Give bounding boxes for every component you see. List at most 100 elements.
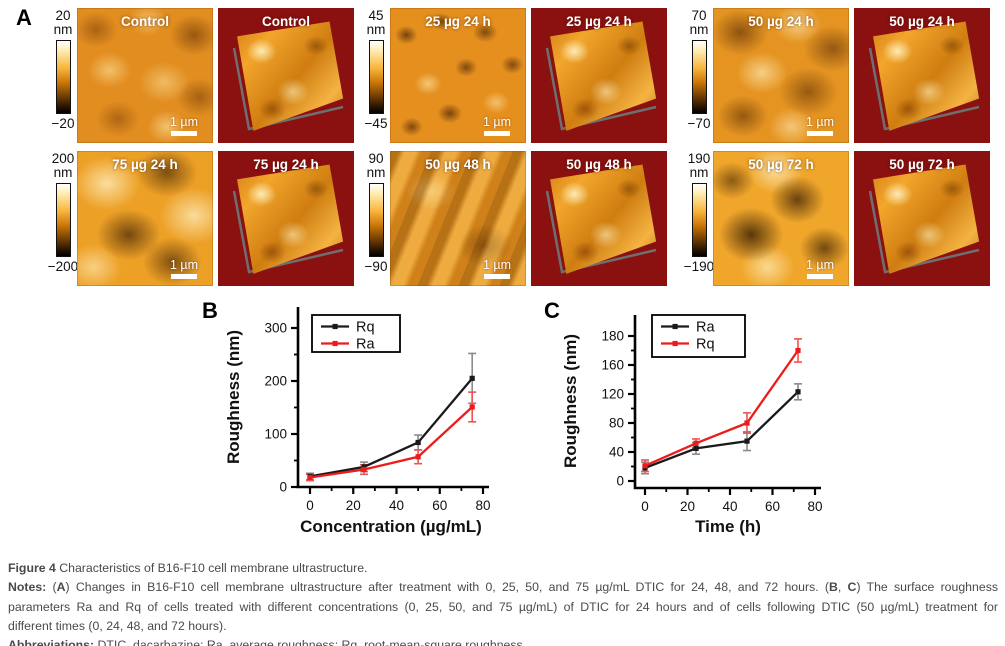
colorbar: 200 nm −200 [45, 151, 81, 274]
caption-bold-text: Notes: [8, 580, 53, 595]
colorbar-gradient [691, 40, 707, 114]
afm-image-label: 50 µg 48 h [566, 157, 632, 172]
afm-image-label: 50 µg 72 h [889, 157, 955, 172]
caption-text: different times (0, 24, 48, and 72 hours… [8, 618, 227, 633]
colorbar-unit: nm [689, 22, 709, 37]
colorbar-min-label: −70 [687, 116, 711, 131]
caption-line: Figure 4 Characteristics of B16-F10 cell… [8, 559, 998, 578]
data-point-Rq [361, 464, 367, 470]
legend-label-Ra: Ra [356, 337, 375, 353]
data-point-Ra [693, 445, 699, 451]
colorbar-gradient [55, 40, 71, 114]
afm-image-label: 50 µg 24 h [889, 14, 955, 29]
scalebar-label: 1 µm [482, 258, 511, 272]
afm-image-label: 75 µg 24 h [253, 157, 319, 172]
x-tick-label: 60 [432, 498, 447, 513]
scalebar [484, 131, 510, 136]
3d-frame [868, 190, 980, 274]
colorbar-gradient [55, 183, 71, 257]
data-point-Rq [469, 375, 475, 381]
scalebar-label: 1 µm [482, 115, 511, 129]
data-point-Ra [795, 389, 801, 395]
panel-c-letter: C [544, 298, 560, 323]
caption-bold-text: Abbreviations: [8, 638, 98, 646]
afm-image-label: 50 µg 72 h [748, 157, 814, 172]
colorbar-unit: nm [689, 165, 709, 180]
3d-frame [545, 190, 657, 274]
colorbar-max-label: 200 [51, 151, 75, 166]
scalebar [171, 131, 197, 136]
scalebar-label: 1 µm [169, 258, 198, 272]
colorbar-max-label: 70 [691, 8, 707, 23]
afm-image-label: 25 µg 24 h [566, 14, 632, 29]
caption-line: different times (0, 24, 48, and 72 hours… [8, 617, 998, 636]
y-tick-label: 120 [601, 387, 624, 402]
legend-label-Rq: Rq [696, 337, 715, 353]
afm-2d-image: 50 µg 72 h 1 µm [713, 151, 849, 286]
afm-3d-image: Control [218, 8, 354, 143]
colorbar-min-label: −20 [51, 116, 75, 131]
data-point-Ra [361, 466, 367, 473]
chart-C-svg: 0 20 40 60 80 0 40 80 120 160 180 Time (h) Roughness… [561, 314, 823, 536]
afm-2d-image: Control 1 µm [77, 8, 213, 143]
scalebar-label: 1 µm [805, 115, 834, 129]
y-tick-label: 160 [601, 358, 624, 373]
colorbar-max-label: 90 [368, 151, 384, 166]
x-tick-label: 60 [765, 499, 780, 514]
scalebar [807, 131, 833, 136]
afm-image-label: 50 µg 48 h [425, 157, 491, 172]
afm-3d-image: 25 µg 24 h [531, 8, 667, 143]
caption-text: parameters Ra and Rq of cells treated wi… [8, 599, 998, 614]
axes [633, 315, 821, 490]
data-point-Rq [795, 347, 801, 354]
x-tick-label: 80 [475, 498, 490, 513]
colorbar: 20 nm −20 [45, 8, 81, 131]
y-tick-label: 200 [264, 374, 287, 389]
colorbar-unit: nm [366, 22, 386, 37]
y-axis-title: Roughness (nm) [224, 330, 243, 464]
x-tick-label: 20 [680, 499, 695, 514]
afm-image-label: 75 µg 24 h [112, 157, 178, 172]
afm-image-label: Control [121, 14, 169, 29]
panel-a-letter: A [16, 5, 32, 30]
x-tick-label: 20 [346, 498, 361, 513]
scalebar-label: 1 µm [169, 115, 198, 129]
3d-axis-frame [232, 47, 344, 131]
x-tick-label: 0 [306, 498, 314, 513]
colorbar-gradient [368, 40, 384, 114]
colorbar: 45 nm −45 [358, 8, 394, 131]
colorbar-min-label: −90 [364, 259, 388, 274]
panel-b-letter: B [202, 298, 218, 323]
chart-b: 0 20 40 60 80 0 100 200 300 Concentration (µg/mL)… [195, 295, 515, 556]
3d-axis-frame [545, 190, 657, 274]
3d-frame [545, 47, 657, 131]
x-tick-label: 40 [389, 498, 404, 513]
caption-text: DTIC, dacarbazine; Ra, average roughness… [97, 638, 527, 646]
afm-2d-image: 50 µg 48 h 1 µm [390, 151, 526, 286]
data-point-Rq [744, 420, 750, 426]
figure-caption: Figure 4 Characteristics of B16-F10 cell… [8, 559, 998, 646]
series-line-Ra [644, 390, 799, 470]
colorbar: 70 nm −70 [681, 8, 717, 131]
x-tick-label: 80 [807, 499, 822, 514]
data-point-Rq [693, 440, 699, 446]
afm-3d-image: 75 µg 24 h [218, 151, 354, 286]
scalebar-label: 1 µm [805, 258, 834, 272]
y-tick-label: 0 [279, 480, 287, 495]
afm-image-label: Control [262, 14, 310, 29]
afm-2d-image: 75 µg 24 h 1 µm [77, 151, 213, 286]
legend-label-Rq: Rq [356, 320, 375, 336]
caption-bold-text: B [828, 580, 838, 595]
3d-axis-frame [868, 190, 980, 274]
colorbar-max-label: 190 [687, 151, 711, 166]
colorbar-max-label: 45 [368, 8, 384, 23]
colorbar-max-label: 20 [55, 8, 71, 23]
colorbar: 190 nm −190 [681, 151, 717, 274]
colorbar-min-label: −200 [47, 259, 79, 274]
legend-label-Ra: Ra [696, 320, 715, 336]
afm-image-label: 25 µg 24 h [425, 14, 491, 29]
legend-marker [672, 340, 678, 347]
y-tick-label: 100 [264, 427, 287, 442]
y-axis-title: Roughness (nm) [561, 334, 580, 468]
